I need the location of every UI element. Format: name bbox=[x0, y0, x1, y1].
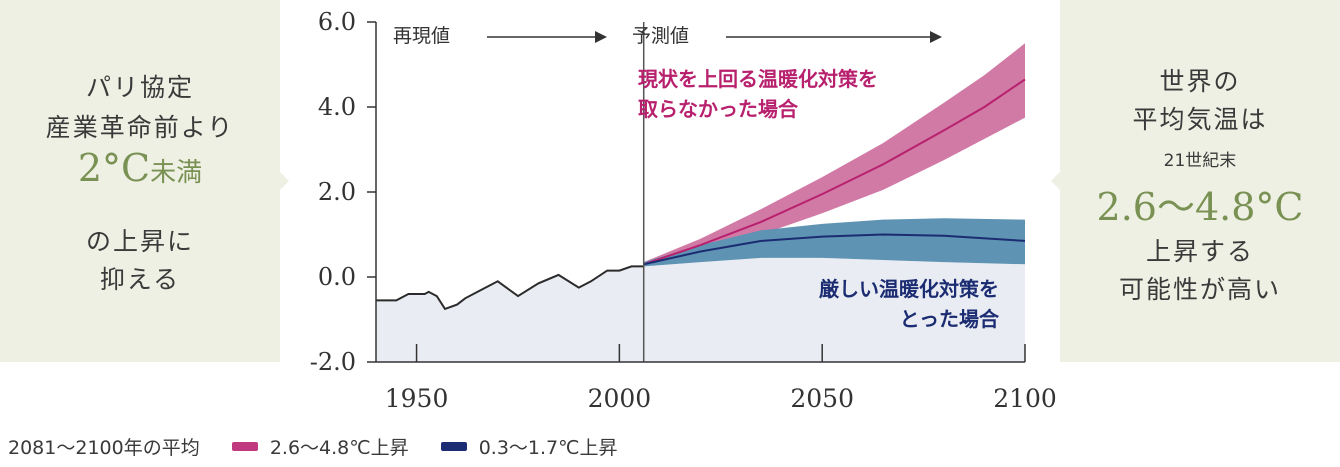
high-scenario-annotation: 現状を上回る温暖化対策を取らなかった場合 bbox=[638, 67, 878, 121]
y-tick-label: 4.0 bbox=[318, 93, 356, 121]
left-text-line5: 抑える bbox=[99, 265, 181, 294]
right-text-line5: 上昇する bbox=[1145, 237, 1254, 266]
x-tick-label: 2000 bbox=[588, 384, 652, 413]
plot-area bbox=[376, 43, 1026, 362]
left-panel-pointer bbox=[280, 172, 289, 190]
x-tick-label: 2050 bbox=[790, 384, 854, 413]
low-scenario-line bbox=[643, 233, 1026, 266]
legend-label-high: 2.6〜4.8℃上昇 bbox=[269, 437, 409, 459]
y-tick-label: -2.0 bbox=[310, 348, 356, 376]
high-scenario-line bbox=[643, 78, 1026, 266]
left-info-panel: パリ協定 産業革命前より 2°C未満 の上昇に 抑える bbox=[0, 0, 289, 362]
y-tick-label: 6.0 bbox=[318, 8, 356, 36]
right-text-line1: 世界の bbox=[1159, 67, 1241, 96]
chart-axes: 6.0 4.0 2.0 0.0 -2.0 1950 2000 2050 2100 再現値 予測値現状… bbox=[310, 8, 1057, 413]
legend: 2081〜2100年の平均 2.6〜4.8℃上昇 0.3〜1.7℃上昇 bbox=[8, 433, 617, 460]
temperature-chart: 6.0 4.0 2.0 0.0 -2.0 1950 2000 2050 2100 再現値 予測値現状… bbox=[310, 8, 1057, 413]
low-scenario-band bbox=[643, 218, 1025, 267]
left-text-line4: の上昇に bbox=[85, 227, 194, 256]
future-region-arrow-head bbox=[930, 31, 942, 43]
legend-label-low: 0.3〜1.7℃上昇 bbox=[478, 437, 618, 459]
legend-swatch-low bbox=[440, 442, 467, 451]
observed-line bbox=[376, 265, 644, 311]
past-region-arrow-head bbox=[595, 31, 607, 43]
right-info-panel: 世界の 平均気温は 21世紀末 2.6〜4.8°C 上昇する 可能性が高い bbox=[1051, 0, 1340, 362]
low-scenario-annotation-line: とった場合 bbox=[900, 307, 1000, 331]
right-highlight-value: 2.6〜4.8°C bbox=[1096, 185, 1304, 229]
future-region-label: 予測値 bbox=[632, 25, 689, 47]
left-highlight-value: 2°C bbox=[77, 146, 151, 190]
x-tick-label: 2100 bbox=[993, 384, 1057, 413]
past-region-label: 再現値 bbox=[393, 25, 450, 47]
high-scenario-annotation-line: 現状を上回る温暖化対策を bbox=[638, 67, 878, 91]
x-tick-label: 1950 bbox=[385, 384, 449, 413]
legend-title: 2081〜2100年の平均 bbox=[8, 437, 200, 459]
y-tick-label: 0.0 bbox=[318, 263, 356, 291]
legend-swatch-high bbox=[231, 442, 258, 451]
low-scenario-annotation-line: 厳しい温暖化対策を bbox=[819, 277, 999, 301]
low-scenario-annotation: 厳しい温暖化対策をとった場合 bbox=[819, 277, 1000, 331]
high-scenario-annotation-line: 取らなかった場合 bbox=[638, 97, 799, 121]
left-text-line2: 産業革命前より bbox=[45, 113, 235, 142]
left-text-line1: パリ協定 bbox=[85, 73, 194, 102]
y-tick-label: 2.0 bbox=[318, 178, 356, 206]
right-panel-pointer bbox=[1051, 172, 1060, 190]
high-scenario-band bbox=[643, 43, 1025, 267]
right-text-line2: 平均気温は bbox=[1132, 105, 1268, 134]
left-highlight-suffix: 未満 bbox=[150, 158, 203, 188]
right-text-line6: 可能性が高い bbox=[1118, 275, 1281, 304]
right-text-line3: 21世紀末 bbox=[1163, 151, 1237, 171]
left-highlight: 2°C未満 bbox=[0, 146, 280, 190]
